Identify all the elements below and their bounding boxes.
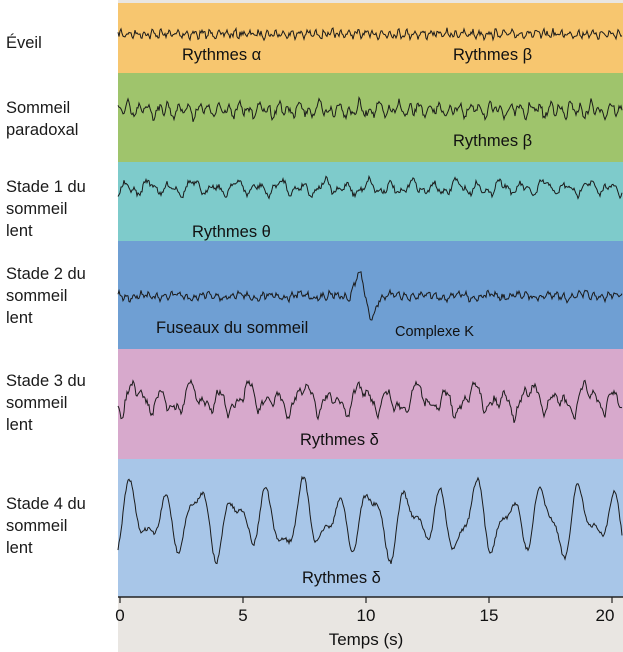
- x-axis-title: Temps (s): [328, 630, 404, 649]
- row-label-stade3: Stade 3 du sommeil lent: [6, 372, 86, 434]
- x-tick-15: 15: [479, 606, 499, 625]
- band-label-stade3-delta: Rythmes δ: [300, 431, 379, 449]
- band-label-paradoxal-beta: Rythmes β: [453, 132, 533, 150]
- band-label-eveil-alpha: Rythmes α: [182, 46, 262, 64]
- row-label-stade4: Stade 4 du sommeil lent: [6, 495, 86, 557]
- trace-stade3: [117, 378, 623, 423]
- x-tick-20: 20: [595, 606, 615, 625]
- row-label-paradoxal: Sommeil paradoxal: [6, 99, 79, 139]
- band-label-stade1-theta: Rythmes θ: [192, 223, 271, 241]
- x-tick-0: 0: [115, 606, 125, 625]
- x-tick-5: 5: [238, 606, 248, 625]
- band-label-stade2-k-complex: Complexe K: [395, 324, 474, 340]
- band-label-stade4-delta: Rythmes δ: [302, 569, 381, 587]
- trace-paradoxal: [117, 95, 623, 122]
- band-eveil: [118, 3, 623, 73]
- trace-stade4: [117, 475, 623, 565]
- x-tick-10: 10: [356, 606, 376, 625]
- band-label-eveil-beta: Rythmes β: [453, 46, 533, 64]
- row-label-stade2: Stade 2 du sommeil lent: [6, 265, 86, 327]
- row-label-stade1: Stade 1 du sommeil lent: [6, 178, 86, 240]
- trace-stade2: [117, 271, 623, 321]
- band-stade4: [118, 459, 623, 597]
- band-label-stade2-spindles: Fuseaux du sommeil: [156, 319, 309, 337]
- band-paradoxal: [118, 73, 623, 162]
- row-label-eveil: Éveil: [6, 34, 42, 52]
- trace-stade1: [117, 174, 623, 200]
- band-stade1: [118, 162, 623, 241]
- trace-eveil: [117, 26, 623, 42]
- band-stade3: [118, 349, 623, 459]
